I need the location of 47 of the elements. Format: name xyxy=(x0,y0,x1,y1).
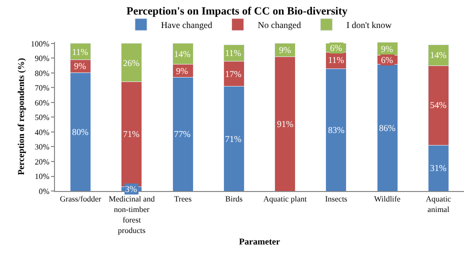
data-label: 6% xyxy=(381,55,394,65)
x-tick-label: Trees xyxy=(174,194,192,204)
data-label: 9% xyxy=(176,66,188,76)
chart-title: Perception's on Impacts of CC on Bio-diversity xyxy=(126,5,348,18)
data-label: 9% xyxy=(381,44,394,54)
data-label: 80% xyxy=(72,127,89,137)
x-tick-label: Aquatic plant xyxy=(263,194,308,204)
legend-label: No changed xyxy=(258,20,302,30)
data-label: 71% xyxy=(225,134,242,144)
y-tick-label: 70% xyxy=(34,84,50,93)
legend-label: I don't know xyxy=(346,20,392,30)
data-label: 14% xyxy=(174,49,191,59)
x-tick-label: Insects xyxy=(325,194,348,204)
x-tick-label: Wildlife xyxy=(374,194,401,204)
data-label: 71% xyxy=(123,129,140,139)
data-label: 17% xyxy=(225,69,242,79)
data-label: 31% xyxy=(430,163,447,173)
x-tick-label: Medicinal and non-timber forest products xyxy=(108,194,155,235)
data-label: 86% xyxy=(379,123,396,133)
data-label: 11% xyxy=(72,47,89,57)
y-axis-title: Perception of respondents (%) xyxy=(16,58,26,175)
data-label: 11% xyxy=(328,55,345,65)
y-tick-label: 10% xyxy=(34,172,50,182)
data-label: 14% xyxy=(430,50,447,60)
y-tick-label: 0% xyxy=(38,186,50,196)
y-tick-label: 60% xyxy=(34,98,50,108)
data-label: 9% xyxy=(74,61,86,71)
y-tick-label: 100% xyxy=(30,39,50,48)
legend-label: Have changed xyxy=(161,20,213,30)
y-tick-label: 50% xyxy=(34,113,50,122)
x-tick-label: Grass/fodder xyxy=(60,194,102,204)
data-label: 6% xyxy=(330,43,342,53)
y-tick-label: 90% xyxy=(34,54,50,64)
data-label: 77% xyxy=(174,129,191,139)
x-axis-title: Parameter xyxy=(239,236,280,247)
data-label: 91% xyxy=(277,119,294,129)
y-tick-label: 20% xyxy=(34,157,50,166)
data-label: 54% xyxy=(430,100,447,110)
data-label: 26% xyxy=(123,58,140,68)
y-tick-label: 80% xyxy=(34,68,50,78)
x-tick-label: Aquatic animal xyxy=(426,194,452,214)
data-label: 9% xyxy=(279,45,292,55)
data-label: 11% xyxy=(225,48,242,58)
data-label: 83% xyxy=(328,125,345,135)
y-tick-label: 40% xyxy=(34,128,50,137)
x-tick-label: Birds xyxy=(225,194,243,204)
y-tick-label: 30% xyxy=(34,142,50,152)
